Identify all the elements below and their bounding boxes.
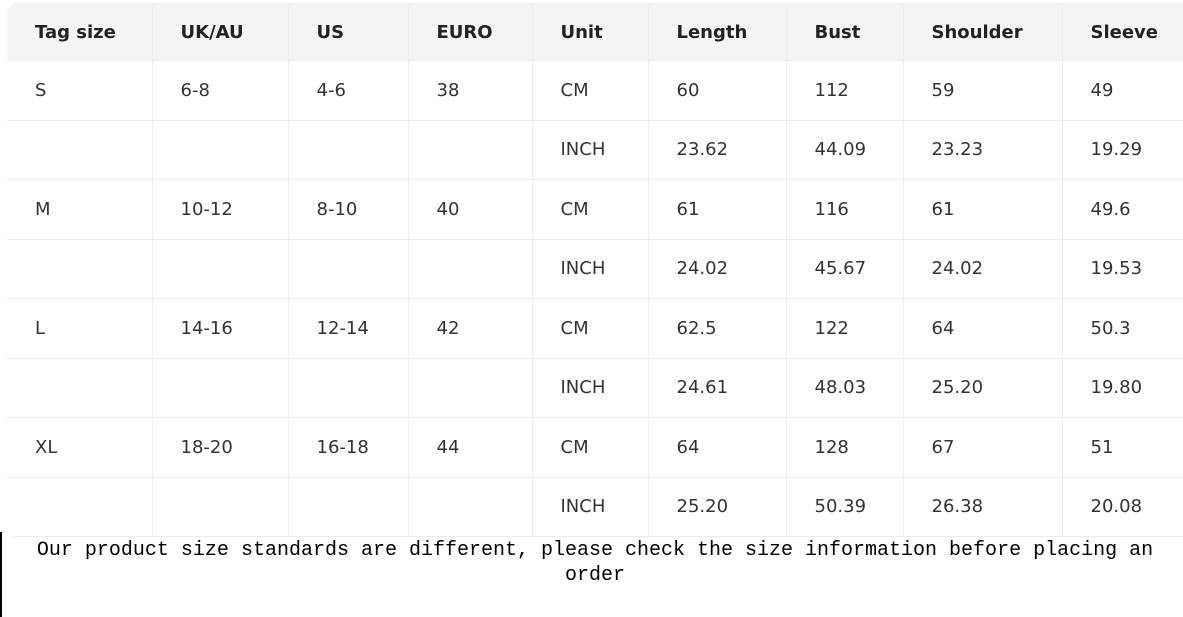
table-cell: 116 [785, 179, 904, 240]
table-cell [287, 119, 409, 180]
table-cell: 19.29 [1061, 119, 1183, 180]
column-header: Length [647, 3, 787, 61]
table-cell: 42 [407, 298, 533, 359]
table-cell: 67 [902, 417, 1063, 478]
table-row: INCH 24.61 48.03 25.20 19.80 [7, 357, 1183, 418]
table-cell: 19.80 [1061, 357, 1183, 418]
table-cell: 19.53 [1061, 238, 1183, 299]
table-cell: CM [531, 417, 649, 478]
table-cell: 64 [902, 298, 1063, 359]
table-cell: 122 [785, 298, 904, 359]
table-cell: 64 [647, 417, 787, 478]
table-cell: INCH [531, 357, 649, 418]
table-row: M 10-12 8-10 40 CM 61 116 61 49.6 [7, 179, 1183, 240]
table-cell [7, 476, 153, 537]
table-row: INCH 24.02 45.67 24.02 19.53 [7, 238, 1183, 299]
left-border-line [0, 532, 2, 617]
table-cell: 23.62 [647, 119, 787, 180]
column-header: Shoulder [902, 3, 1063, 61]
table-row: XL 18-20 16-18 44 CM 64 128 67 51 [7, 417, 1183, 478]
table-cell: 48.03 [785, 357, 904, 418]
table-cell: S [7, 60, 153, 121]
table-cell: 50.39 [785, 476, 904, 537]
table-cell: 24.02 [902, 238, 1063, 299]
size-chart-table: Tag size UK/AU US EURO Unit Length Bust Shoulde… [7, 3, 1183, 537]
table-cell: 45.67 [785, 238, 904, 299]
table-row: INCH 23.62 44.09 23.23 19.29 [7, 119, 1183, 180]
table-cell: 59 [902, 60, 1063, 121]
table-cell: 24.61 [647, 357, 787, 418]
table-cell [7, 119, 153, 180]
table-cell: CM [531, 298, 649, 359]
table-cell: INCH [531, 238, 649, 299]
table-cell [407, 119, 533, 180]
table-cell: 24.02 [647, 238, 787, 299]
table-cell: 61 [647, 179, 787, 240]
table-cell: CM [531, 179, 649, 240]
table-cell: 50.3 [1061, 298, 1183, 359]
table-cell: 12-14 [287, 298, 409, 359]
table-cell: 25.20 [902, 357, 1063, 418]
column-header: Tag size [7, 3, 153, 61]
table-cell: 26.38 [902, 476, 1063, 537]
table-cell: 6-8 [151, 60, 289, 121]
table-cell [151, 357, 289, 418]
table-cell: 128 [785, 417, 904, 478]
header-row: Tag size UK/AU US EURO Unit Length Bust Shoulde… [7, 3, 1183, 61]
table-cell [407, 238, 533, 299]
table-cell: 38 [407, 60, 533, 121]
table-cell: 8-10 [287, 179, 409, 240]
table-cell [151, 119, 289, 180]
table-cell [287, 476, 409, 537]
table-cell: 62.5 [647, 298, 787, 359]
table-cell: M [7, 179, 153, 240]
table-cell [151, 238, 289, 299]
table-cell [287, 238, 409, 299]
table-cell: 23.23 [902, 119, 1063, 180]
table-cell: 14-16 [151, 298, 289, 359]
table-cell: 40 [407, 179, 533, 240]
column-header: Sleeve [1061, 3, 1183, 61]
table-cell: 44 [407, 417, 533, 478]
table-cell [407, 357, 533, 418]
table-cell: 16-18 [287, 417, 409, 478]
column-header: US [287, 3, 409, 61]
table-cell: 44.09 [785, 119, 904, 180]
table-cell: 60 [647, 60, 787, 121]
table-cell: 18-20 [151, 417, 289, 478]
table-cell: 112 [785, 60, 904, 121]
table-cell: L [7, 298, 153, 359]
column-header: UK/AU [151, 3, 289, 61]
table-cell [7, 238, 153, 299]
table-cell [7, 357, 153, 418]
table-row: S 6-8 4-6 38 CM 60 112 59 49 [7, 60, 1183, 121]
table-cell: 25.20 [647, 476, 787, 537]
table-cell: 61 [902, 179, 1063, 240]
table-cell [407, 476, 533, 537]
table-cell: 49 [1061, 60, 1183, 121]
table-cell: CM [531, 60, 649, 121]
table-cell: 4-6 [287, 60, 409, 121]
table-cell: INCH [531, 119, 649, 180]
table-cell: 20.08 [1061, 476, 1183, 537]
column-header: Unit [531, 3, 649, 61]
table-cell: 49.6 [1061, 179, 1183, 240]
size-notice-caption: Our product size standards are different… [36, 539, 1154, 587]
table-cell: 10-12 [151, 179, 289, 240]
table-cell [287, 357, 409, 418]
table-row: INCH 25.20 50.39 26.38 20.08 [7, 476, 1183, 537]
table-row: L 14-16 12-14 42 CM 62.5 122 64 50.3 [7, 298, 1183, 359]
table-cell: 51 [1061, 417, 1183, 478]
table-cell: XL [7, 417, 153, 478]
column-header: Bust [785, 3, 904, 61]
table-cell: INCH [531, 476, 649, 537]
table-cell [151, 476, 289, 537]
column-header: EURO [407, 3, 533, 61]
